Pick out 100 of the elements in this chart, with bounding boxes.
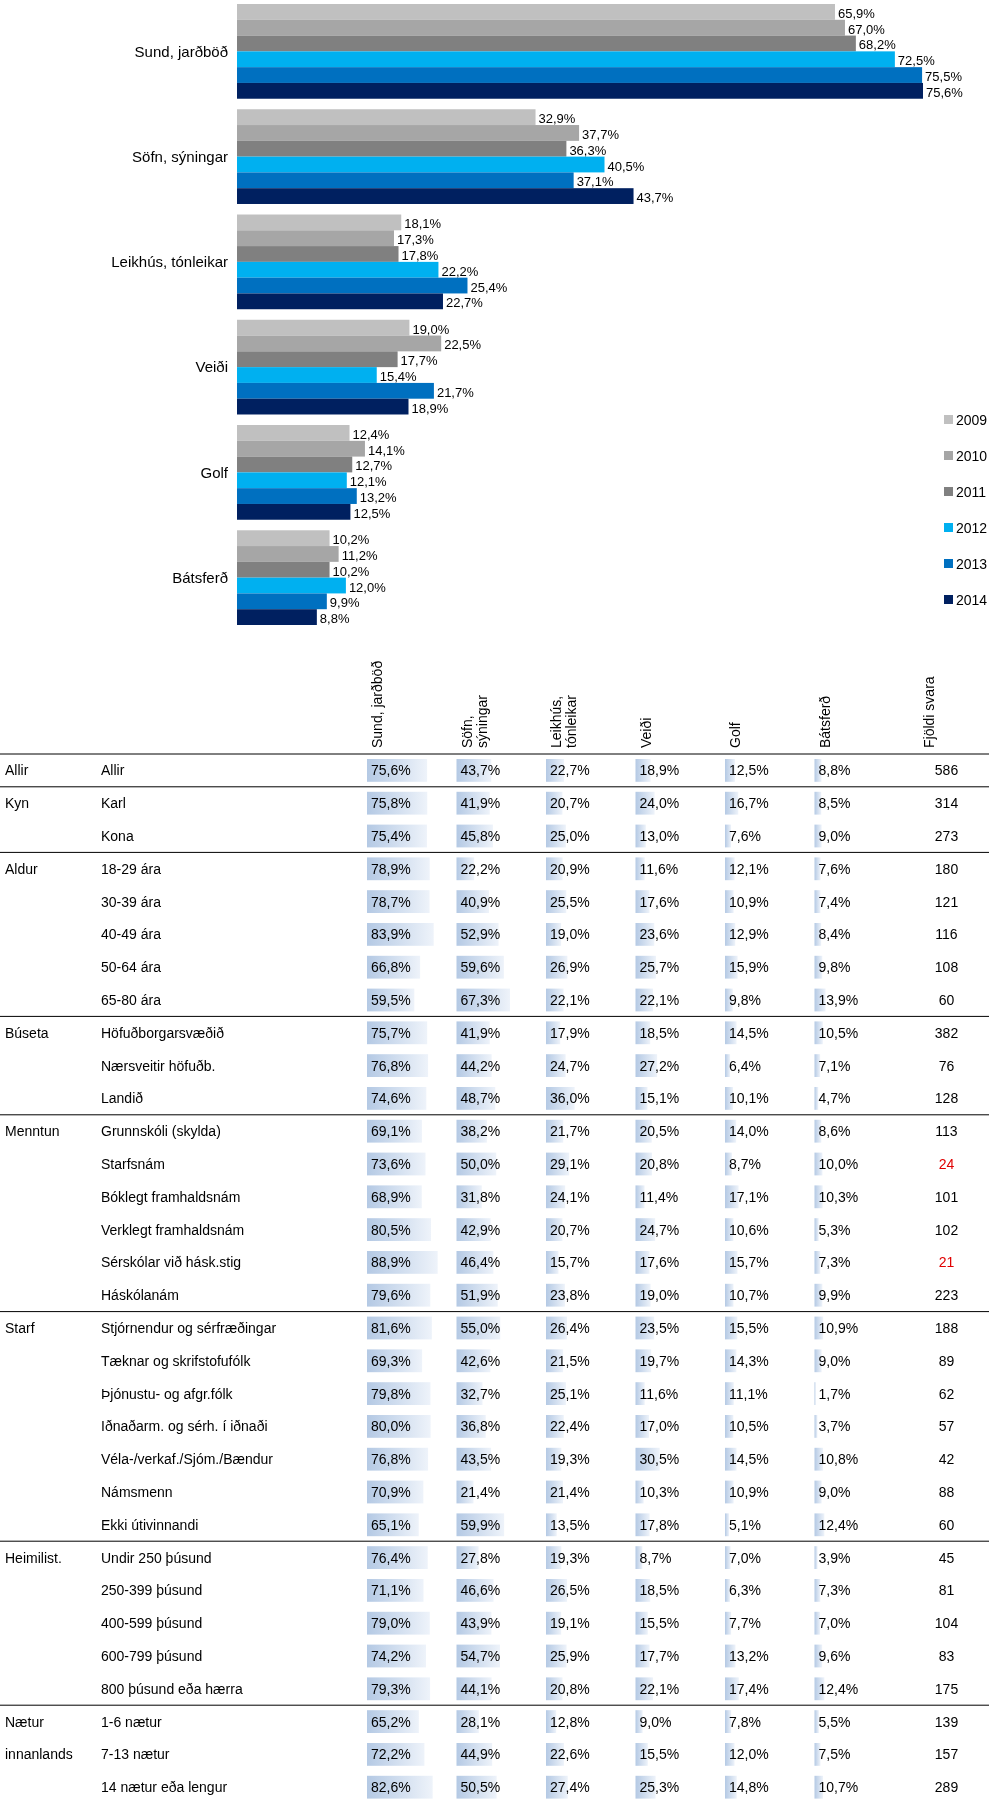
data-label: 23,8% [550,1287,590,1304]
y-tick-label: Bátsferð [172,568,228,586]
data-label: 11,6% [639,860,679,877]
bar [237,261,439,278]
data-label: 59,6% [460,959,501,976]
data-label: 44,2% [460,1057,501,1074]
category-label: Nætur innanlands [5,1713,73,1763]
text: Fjöldi svara [921,676,937,748]
bar [237,398,409,415]
y-tick-label: 30-39 ára [101,893,162,910]
data-label: 20,8% [639,1156,680,1172]
data-label: 15,1% [639,1090,680,1107]
data-label: 20,9% [550,860,590,877]
data-label: 75,7% [371,1024,411,1041]
data-label: 10,2% [332,563,370,579]
data-label: 45 [938,1549,955,1566]
y-tick-label: Sund, jarðböð [134,42,228,60]
data-label: 12,4% [818,1680,859,1697]
y-tick-label: Söfn, sýningar [132,147,228,165]
data-label: 67,0% [847,21,886,37]
bar [237,230,394,247]
data-label: 24,0% [639,795,680,812]
bar [237,172,574,189]
data-label: 7,0% [729,1549,761,1566]
data-label: 22,1% [639,992,680,1008]
data-label: 55,0% [460,1320,501,1336]
data-label: 68,9% [371,1188,411,1205]
data-label: 78,9% [371,860,411,877]
data-label: 19,0% [412,321,450,337]
data-label: 89 [938,1352,955,1369]
data-label: 75,4% [371,828,411,844]
x-tick-label: Söfn, sýningar [458,694,490,748]
data-label: 71,1% [371,1582,411,1599]
data-label: 14,5% [729,1451,769,1468]
data-label: 42 [938,1451,955,1468]
data-label: 73,6% [371,1156,411,1172]
data-label: 1,7% [818,1385,851,1402]
data-label: 121 [934,893,959,910]
data-label: 24,7% [550,1057,590,1074]
data-label: 5,3% [818,1221,851,1238]
data-label: 76 [938,1057,955,1074]
bar [237,4,835,20]
data-label: 19,1% [550,1615,590,1632]
x-tick-label: Leikhús, tónleikar [548,694,579,748]
data-label: 43,7% [460,762,501,779]
y-tick-label: Háskólanám [101,1287,179,1304]
data-label: 17,4% [729,1680,769,1697]
data-label: 69,1% [371,1123,411,1140]
data-label: 7,1% [818,1057,851,1074]
bar [237,472,347,489]
data-label: 7,3% [818,1582,851,1599]
data-label: 23,6% [639,926,680,943]
data-label: 18,9% [411,400,449,416]
data-label: 29,1% [550,1156,590,1172]
data-label: 175 [934,1680,959,1697]
data-label: 59,5% [371,992,411,1008]
data-label: 26,9% [550,959,590,976]
data-label: 19,7% [639,1352,680,1369]
data-label: 188 [934,1320,959,1336]
data-label: 10,5% [818,1024,859,1041]
data-label: 10,3% [639,1484,680,1500]
data-label: 12,7% [355,458,393,474]
data-label: 8,8% [319,611,350,627]
data-label: 81 [938,1582,955,1599]
data-label: 104 [934,1615,959,1632]
data-label: 17,6% [639,1254,680,1271]
y-tick-label: Tæknar og skrifstofufólk [101,1352,252,1369]
data-label: 76,8% [371,1451,411,1468]
data-label: 28,1% [460,1713,501,1730]
data-label: 21,4% [460,1484,501,1500]
data-label: 6,3% [729,1582,761,1599]
data-label: 22,7% [550,762,590,779]
bar [237,67,923,83]
data-label: 22,4% [550,1418,590,1435]
y2-tick-label: Menntun [5,1123,60,1140]
data-label: 7,8% [729,1713,761,1730]
legend-label: 2010 [956,447,988,464]
data-label: 74,6% [371,1090,411,1107]
data-label: 14,1% [367,442,406,458]
data-label: 62 [938,1385,955,1402]
data-label: 10,9% [729,893,769,910]
data-label: 12,9% [729,926,769,943]
y-tick-label: 18-29 ára [101,860,162,877]
data-label: 59,9% [460,1516,501,1533]
data-label: 22,7% [445,295,484,311]
y-tick-label: 7-13 nætur [101,1746,170,1763]
legend-label: 2012 [956,519,988,536]
data-label: 12,8% [550,1713,590,1730]
data-label: 7,4% [818,893,851,910]
data-label: 50,0% [460,1156,501,1172]
data-label: 75,6% [926,84,964,100]
y-tick-label: 600-799 þúsund [101,1648,203,1664]
data-label: 128 [934,1090,959,1107]
y-tick-label: Þjónustu- og afgr.fólk [101,1385,234,1402]
data-label: 83,9% [371,926,411,943]
data-label: 48,7% [460,1090,501,1107]
data-label: 19,3% [550,1549,590,1566]
bar [237,382,434,399]
data-label: 72,2% [371,1746,411,1763]
data-label: 12,5% [729,762,769,779]
